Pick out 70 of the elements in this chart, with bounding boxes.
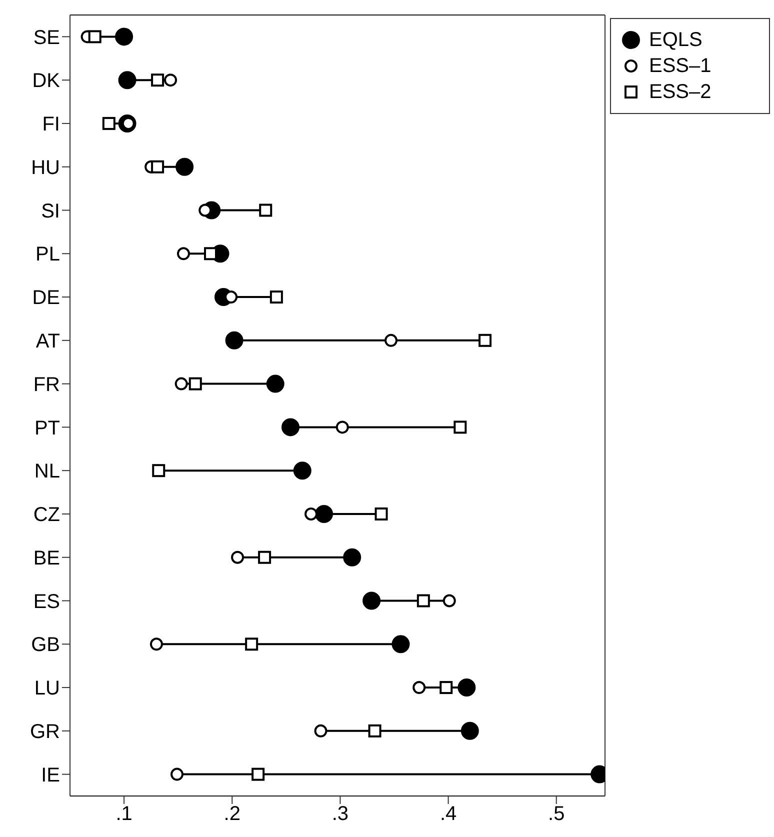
y-tick-label: BE	[33, 547, 60, 570]
point	[478, 334, 492, 347]
point	[416, 594, 430, 608]
x-tick-label: .1	[116, 803, 132, 826]
point	[188, 377, 202, 390]
point	[198, 204, 212, 217]
point	[252, 768, 265, 781]
point	[115, 28, 134, 46]
point	[362, 592, 381, 610]
point	[174, 377, 188, 390]
point	[176, 158, 194, 176]
point	[336, 420, 349, 434]
y-tick-label: ES	[33, 590, 60, 613]
point	[270, 290, 283, 304]
y-tick-label: GB	[31, 634, 60, 656]
y-tick-label: CZ	[33, 504, 60, 526]
point	[343, 548, 362, 566]
point	[458, 678, 476, 697]
y-tick-label: HU	[31, 156, 60, 179]
point	[245, 638, 258, 651]
point	[293, 462, 312, 480]
point	[152, 464, 166, 478]
point	[88, 30, 102, 44]
x-tick-label: .4	[440, 803, 457, 826]
y-tick-label: FI	[42, 114, 60, 136]
legend-label: EQLS	[649, 28, 702, 52]
point	[374, 507, 388, 520]
y-tick-label: GR	[30, 721, 60, 744]
point	[231, 550, 244, 564]
point	[118, 71, 136, 90]
point	[164, 74, 178, 87]
point	[259, 204, 272, 217]
y-tick-label: SE	[33, 26, 60, 49]
point	[151, 74, 164, 87]
point	[460, 722, 479, 740]
point	[150, 638, 163, 651]
y-tick-label: SI	[41, 200, 60, 222]
y-tick-label: DK	[32, 70, 61, 92]
point	[176, 247, 190, 260]
point	[314, 504, 333, 523]
point	[258, 550, 272, 564]
x-tick-label: .2	[224, 803, 240, 826]
point	[314, 724, 328, 738]
x-tick-label: .3	[332, 803, 349, 826]
point	[151, 160, 164, 174]
point	[266, 374, 284, 393]
point	[368, 724, 382, 738]
point	[412, 681, 426, 694]
y-tick-label: LU	[34, 678, 60, 700]
point	[170, 768, 184, 781]
point	[454, 420, 467, 434]
y-tick-label: NL	[34, 460, 60, 483]
legend-label: ESS‒2	[649, 80, 712, 104]
point	[440, 681, 453, 694]
legend-label: ESS‒1	[649, 54, 712, 78]
point	[442, 594, 456, 608]
y-tick-label: AT	[36, 330, 60, 353]
point	[281, 418, 300, 436]
y-tick-label: PT	[34, 417, 60, 440]
y-tick-label: DE	[32, 287, 60, 310]
point	[225, 331, 244, 350]
x-tick-label: .5	[548, 803, 565, 826]
point	[392, 635, 410, 654]
point	[102, 116, 116, 130]
point	[304, 507, 318, 520]
y-tick-label: PL	[36, 244, 60, 266]
y-tick-label: FR	[33, 374, 60, 396]
point	[224, 290, 238, 304]
point	[384, 334, 398, 347]
y-tick-label: IE	[41, 764, 60, 786]
